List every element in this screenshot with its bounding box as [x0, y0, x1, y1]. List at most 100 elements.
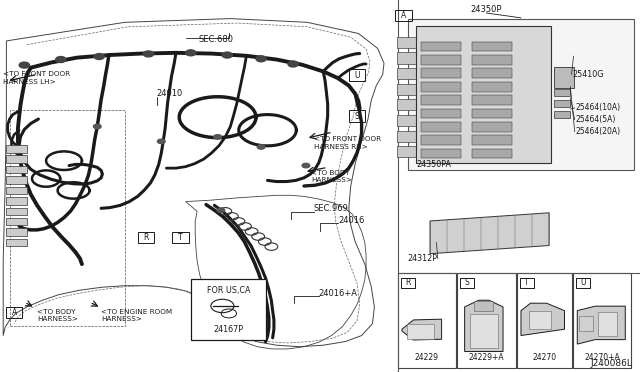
Bar: [349, 110, 365, 122]
Text: U: U: [580, 278, 586, 287]
Polygon shape: [521, 303, 564, 336]
Polygon shape: [577, 306, 625, 344]
Bar: [517, 273, 572, 368]
Text: T: T: [178, 233, 183, 242]
Bar: [520, 278, 534, 288]
Bar: [421, 55, 461, 65]
Bar: [470, 314, 498, 348]
Text: 24229: 24229: [415, 353, 439, 362]
Bar: [529, 311, 551, 329]
Text: 25464(5A): 25464(5A): [576, 115, 616, 124]
Circle shape: [288, 61, 298, 67]
Bar: [10, 110, 125, 326]
Bar: [397, 99, 417, 110]
Bar: [6, 166, 27, 173]
Bar: [397, 115, 417, 126]
Bar: [457, 273, 516, 368]
Bar: [421, 95, 461, 105]
Bar: [554, 67, 573, 88]
Bar: [6, 239, 27, 246]
Circle shape: [186, 50, 196, 56]
Bar: [397, 131, 417, 142]
Bar: [573, 273, 631, 368]
Bar: [460, 278, 474, 288]
Bar: [6, 307, 22, 318]
Bar: [395, 10, 412, 22]
Bar: [579, 316, 593, 331]
Bar: [472, 122, 512, 132]
Text: A: A: [12, 308, 17, 317]
Text: 24350PA: 24350PA: [416, 160, 451, 169]
Text: 24350P: 24350P: [470, 5, 502, 14]
Bar: [472, 68, 512, 78]
Text: 24016: 24016: [338, 216, 364, 225]
Bar: [397, 146, 417, 157]
Bar: [138, 231, 154, 243]
Bar: [421, 68, 461, 78]
Bar: [6, 176, 27, 184]
Bar: [6, 155, 27, 163]
Bar: [397, 37, 417, 48]
Text: 24312P: 24312P: [407, 254, 437, 263]
Text: R: R: [405, 278, 410, 287]
Text: 24229+A: 24229+A: [468, 353, 504, 362]
Text: A: A: [401, 11, 406, 20]
Bar: [472, 55, 512, 65]
Circle shape: [157, 139, 165, 144]
Text: <TO BODY
HARNESS>: <TO BODY HARNESS>: [37, 309, 78, 322]
Text: <TO BODY
HARNESS>: <TO BODY HARNESS>: [311, 170, 352, 183]
Bar: [554, 100, 570, 107]
Bar: [397, 52, 417, 64]
Circle shape: [93, 124, 101, 129]
Bar: [598, 312, 617, 336]
Bar: [472, 109, 512, 118]
Bar: [6, 228, 27, 236]
Circle shape: [143, 51, 154, 57]
Circle shape: [94, 54, 104, 60]
Bar: [421, 109, 461, 118]
Bar: [6, 187, 27, 194]
Bar: [6, 218, 27, 225]
Bar: [472, 149, 512, 158]
Circle shape: [257, 145, 265, 149]
Bar: [191, 279, 266, 340]
Text: FOR US,CA: FOR US,CA: [207, 286, 250, 295]
Text: S: S: [464, 278, 469, 287]
Bar: [407, 324, 434, 339]
Bar: [172, 231, 189, 243]
Text: 25464(20A): 25464(20A): [576, 127, 621, 136]
Text: U: U: [355, 71, 360, 80]
Text: 25410G: 25410G: [573, 70, 604, 79]
Text: S: S: [355, 112, 360, 121]
Bar: [421, 135, 461, 145]
Bar: [474, 301, 493, 311]
Text: 24010: 24010: [157, 89, 183, 98]
Bar: [554, 111, 570, 118]
Bar: [408, 19, 634, 170]
Circle shape: [214, 135, 221, 139]
Circle shape: [56, 57, 66, 62]
Text: SEC.969: SEC.969: [314, 204, 348, 213]
Bar: [397, 68, 417, 79]
Bar: [6, 145, 27, 153]
Polygon shape: [402, 319, 442, 340]
Polygon shape: [465, 300, 503, 352]
Text: 25464(10A): 25464(10A): [576, 103, 621, 112]
Bar: [421, 82, 461, 92]
Bar: [421, 42, 461, 51]
Bar: [472, 95, 512, 105]
Bar: [472, 135, 512, 145]
Text: <TO FRONT DOOR
HARNESS RH>: <TO FRONT DOOR HARNESS RH>: [314, 137, 381, 150]
Bar: [421, 149, 461, 158]
Text: 24016+A: 24016+A: [319, 289, 358, 298]
Bar: [472, 42, 512, 51]
Bar: [416, 26, 551, 163]
Text: 24270: 24270: [532, 353, 557, 362]
Circle shape: [302, 163, 310, 168]
Text: <TO ENGINE ROOM
HARNESS>: <TO ENGINE ROOM HARNESS>: [101, 309, 172, 322]
Bar: [6, 208, 27, 215]
Bar: [576, 278, 590, 288]
Bar: [397, 84, 417, 95]
Text: J240086L: J240086L: [591, 359, 632, 368]
Bar: [421, 122, 461, 132]
